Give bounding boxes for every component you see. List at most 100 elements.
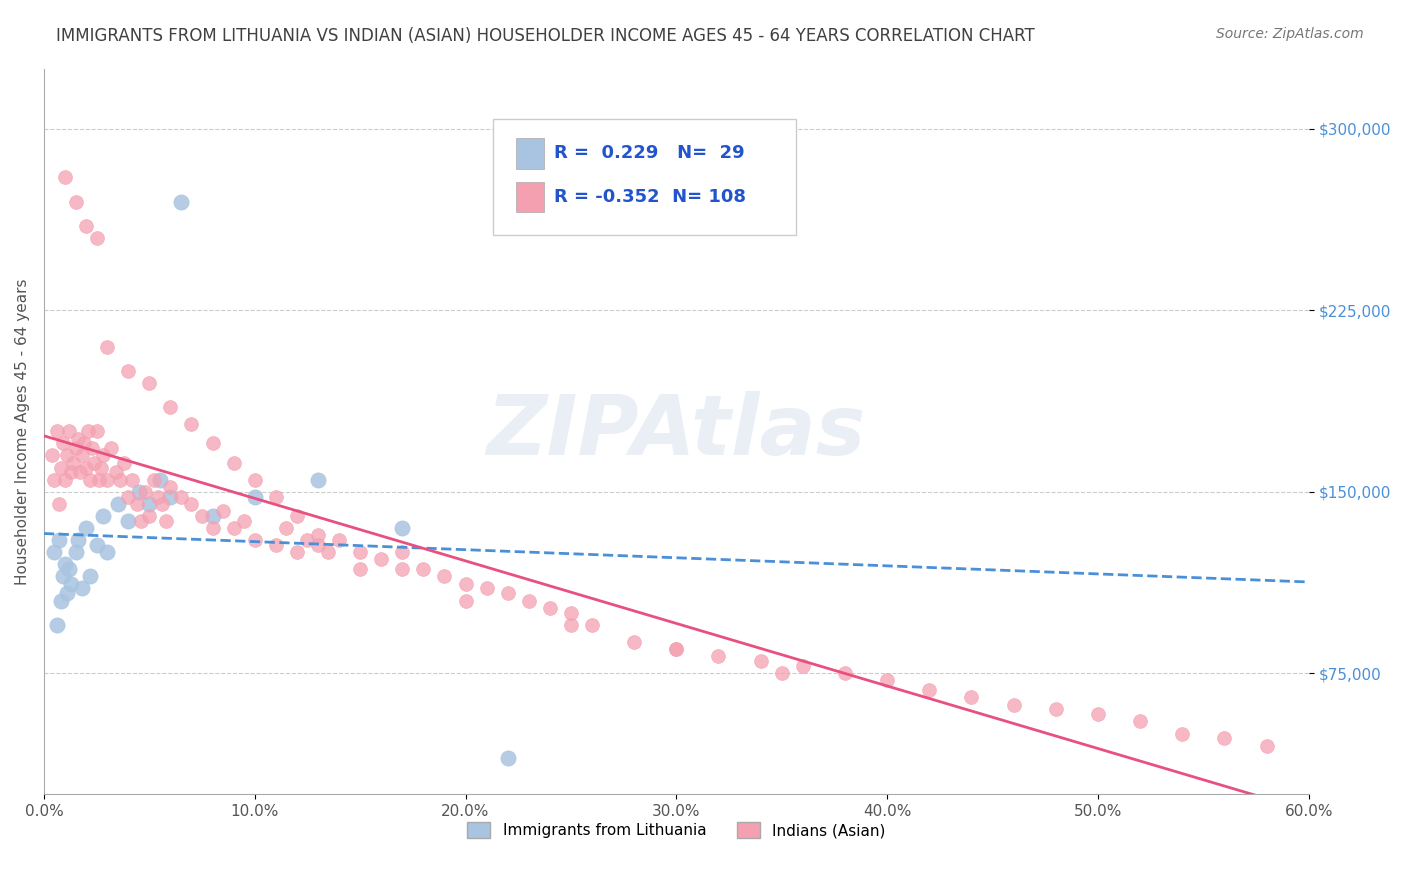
Point	[191, 508, 214, 523]
Point	[297, 533, 319, 547]
Point	[707, 649, 730, 664]
Point	[83, 456, 105, 470]
Point	[496, 586, 519, 600]
Point	[433, 569, 456, 583]
Point	[44, 545, 66, 559]
Point	[45, 617, 67, 632]
Point	[623, 634, 645, 648]
Point	[370, 552, 392, 566]
Point	[475, 582, 498, 596]
Point	[517, 593, 540, 607]
Point	[1087, 707, 1109, 722]
FancyBboxPatch shape	[516, 182, 544, 212]
Point	[129, 514, 152, 528]
Point	[138, 376, 160, 390]
Point	[212, 504, 235, 518]
Point	[128, 484, 150, 499]
Point	[307, 473, 329, 487]
Point	[391, 545, 413, 559]
Legend: Immigrants from Lithuania, Indians (Asian): Immigrants from Lithuania, Indians (Asia…	[461, 816, 891, 845]
Point	[170, 194, 193, 209]
Point	[96, 340, 118, 354]
Point	[117, 514, 139, 528]
Point	[665, 641, 688, 656]
Point	[159, 490, 181, 504]
Point	[107, 497, 129, 511]
Point	[48, 533, 70, 547]
Point	[792, 658, 814, 673]
Point	[201, 436, 224, 450]
Point	[243, 490, 266, 504]
Point	[138, 497, 160, 511]
Point	[77, 424, 100, 438]
Point	[125, 497, 148, 511]
Point	[349, 545, 371, 559]
Point	[349, 562, 371, 576]
FancyBboxPatch shape	[494, 120, 796, 235]
Point	[86, 231, 108, 245]
Point	[749, 654, 772, 668]
Point	[146, 490, 169, 504]
Point	[159, 480, 181, 494]
Point	[73, 436, 96, 450]
Point	[243, 473, 266, 487]
Point	[1129, 714, 1152, 729]
Point	[58, 424, 80, 438]
Point	[52, 436, 75, 450]
Point	[108, 473, 131, 487]
Text: R =  0.229   N=  29: R = 0.229 N= 29	[554, 145, 744, 162]
Point	[560, 606, 582, 620]
Point	[560, 617, 582, 632]
Point	[52, 569, 75, 583]
Point	[87, 473, 110, 487]
Point	[1256, 739, 1278, 753]
Point	[75, 460, 97, 475]
Text: Source: ZipAtlas.com: Source: ZipAtlas.com	[1216, 27, 1364, 41]
Point	[149, 473, 172, 487]
Point	[70, 449, 93, 463]
Point	[134, 484, 156, 499]
Point	[918, 683, 941, 698]
Point	[538, 600, 561, 615]
Y-axis label: Householder Income Ages 45 - 64 years: Householder Income Ages 45 - 64 years	[15, 278, 30, 584]
Point	[66, 533, 89, 547]
Point	[53, 558, 76, 572]
Point	[117, 364, 139, 378]
Point	[79, 569, 101, 583]
Point	[170, 490, 193, 504]
Text: IMMIGRANTS FROM LITHUANIA VS INDIAN (ASIAN) HOUSEHOLDER INCOME AGES 45 - 64 YEAR: IMMIGRANTS FROM LITHUANIA VS INDIAN (ASI…	[56, 27, 1035, 45]
Point	[62, 456, 84, 470]
Point	[60, 466, 83, 480]
Point	[91, 508, 114, 523]
Point	[307, 538, 329, 552]
Point	[264, 490, 287, 504]
Point	[328, 533, 350, 547]
Point	[159, 400, 181, 414]
Point	[1045, 702, 1067, 716]
Point	[56, 449, 79, 463]
Point	[222, 521, 245, 535]
Point	[150, 497, 173, 511]
Point	[53, 170, 76, 185]
Point	[53, 473, 76, 487]
Point	[285, 508, 308, 523]
Point	[960, 690, 983, 705]
Point	[876, 673, 898, 688]
Point	[454, 576, 477, 591]
Point	[276, 521, 298, 535]
Point	[96, 473, 118, 487]
Point	[201, 521, 224, 535]
Point	[155, 514, 177, 528]
Point	[285, 545, 308, 559]
Point	[65, 441, 87, 455]
Point	[65, 545, 87, 559]
Point	[70, 582, 93, 596]
Point	[412, 562, 434, 576]
Point	[100, 441, 122, 455]
Point	[60, 576, 83, 591]
Point	[41, 449, 63, 463]
Point	[48, 497, 70, 511]
Point	[264, 538, 287, 552]
Point	[138, 508, 160, 523]
Point	[665, 641, 688, 656]
